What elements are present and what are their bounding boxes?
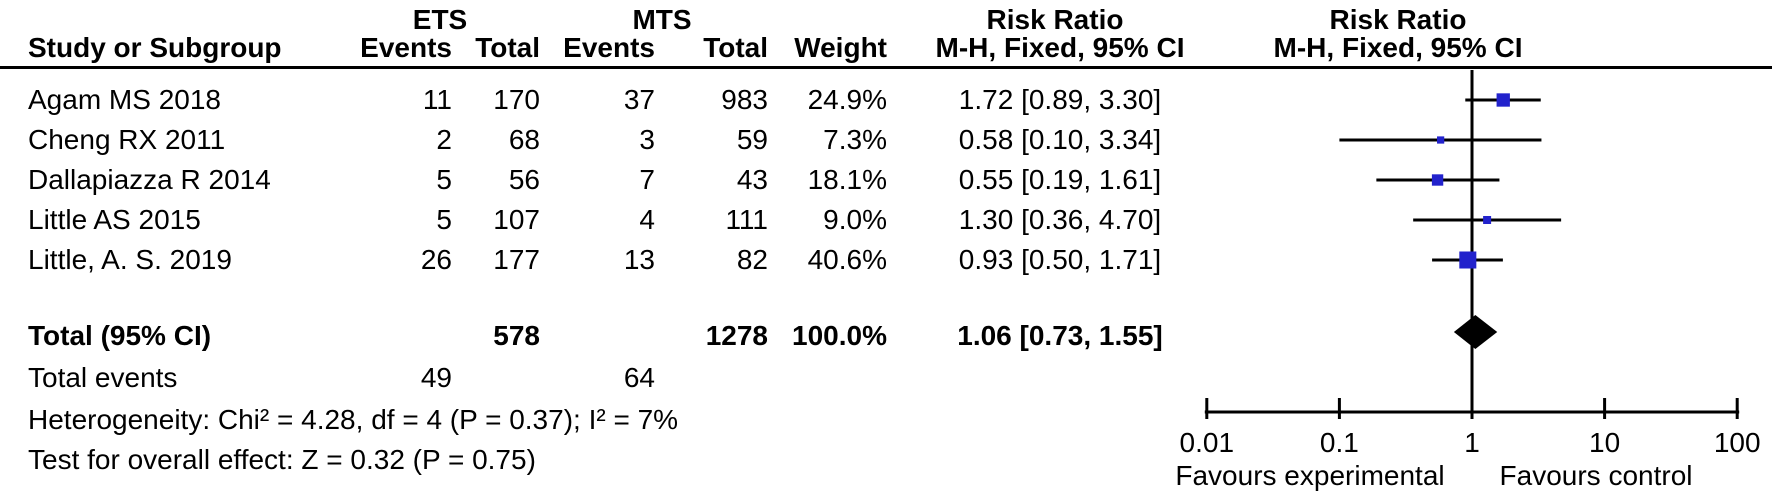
ets-total: 107 (493, 204, 540, 235)
study-marker (1483, 215, 1492, 225)
axis-tick-label: 1 (1464, 427, 1480, 458)
weight-value: 7.3% (823, 124, 887, 155)
ets-events: 26 (420, 244, 452, 275)
favours-control-label: Favours control (1499, 460, 1693, 491)
ci-value: 0.58 [0.10, 3.34] (958, 124, 1162, 155)
ets-events: 2 (436, 124, 452, 155)
weight-column-header: Weight (794, 32, 887, 63)
group-header-mts: MTS (632, 4, 692, 35)
study-marker (1431, 174, 1444, 186)
table-row: Dallapiazza R 2014 5 56 7 43 18.1% 0.55 … (0, 160, 1220, 200)
ets-events: 5 (436, 204, 452, 235)
axis-tick-label: 10 (1589, 427, 1620, 458)
mts-total-column-header: Total (703, 32, 768, 63)
table-row: Little, A. S. 2019 26 177 13 82 40.6% 0.… (0, 240, 1220, 280)
axis-tick-label: 0.1 (1320, 427, 1359, 458)
ets-events: 5 (436, 164, 452, 195)
mts-events: 3 (639, 124, 655, 155)
heterogeneity-stats: Heterogeneity: Chi² = 4.28, df = 4 (P = … (28, 404, 679, 435)
total-weight: 100.0% (792, 320, 887, 351)
total-row: Total (95% CI) 578 1278 100.0% 1.06 [0.7… (0, 316, 1220, 356)
study-marker (1437, 136, 1445, 144)
total-label: Total (95% CI) (28, 320, 212, 351)
study-name: Agam MS 2018 (28, 84, 221, 115)
mts-events: 7 (639, 164, 655, 195)
weight-value: 40.6% (807, 244, 887, 275)
study-marker (1459, 251, 1477, 269)
ci-column-header-plot: M-H, Fixed, 95% CI (1273, 32, 1523, 63)
mts-total: 43 (736, 164, 768, 195)
ci-value: 0.55 [0.19, 1.61] (958, 164, 1162, 195)
risk-ratio-header-plot: Risk Ratio (1329, 4, 1467, 35)
overall-effect-stats: Test for overall effect: Z = 0.32 (P = 0… (28, 444, 536, 475)
axis-tick-label: 0.01 (1180, 427, 1235, 458)
table-row: Cheng RX 2011 2 68 3 59 7.3% 0.58 [0.10,… (0, 120, 1220, 160)
table-row: Little AS 2015 5 107 4 111 9.0% 1.30 [0.… (0, 200, 1220, 240)
study-name: Little AS 2015 (28, 204, 201, 235)
mts-events-column-header: Events (563, 32, 655, 63)
study-name: Cheng RX 2011 (28, 124, 226, 155)
study-name: Dallapiazza R 2014 (28, 164, 271, 195)
axis-tick-label: 100 (1714, 427, 1761, 458)
mts-events-sum: 64 (623, 362, 655, 393)
total-ci: 1.06 [0.73, 1.55] (957, 320, 1163, 351)
mts-total: 82 (736, 244, 768, 275)
study-column-header: Study or Subgroup (28, 32, 282, 63)
group-header-ets: ETS (412, 4, 468, 35)
total-events-label: Total events (28, 362, 178, 393)
ets-total: 177 (493, 244, 540, 275)
ci-value: 1.72 [0.89, 3.30] (958, 84, 1162, 115)
ets-total-column-header: Total (475, 32, 540, 63)
study-name: Little, A. S. 2019 (28, 244, 232, 275)
ets-events-column-header: Events (360, 32, 452, 63)
ets-total-sum: 578 (493, 320, 540, 351)
ci-value: 1.30 [0.36, 4.70] (958, 204, 1162, 235)
weight-value: 24.9% (807, 84, 887, 115)
favours-experimental-label: Favours experimental (1175, 460, 1445, 491)
ets-total: 68 (508, 124, 540, 155)
ets-total: 56 (508, 164, 540, 195)
mts-total: 59 (736, 124, 768, 155)
mts-total-sum: 1278 (705, 320, 768, 351)
ets-events: 11 (422, 84, 452, 115)
mts-events: 13 (623, 244, 655, 275)
ci-value: 0.93 [0.50, 1.71] (958, 244, 1162, 275)
mts-events: 4 (639, 204, 655, 235)
weight-value: 18.1% (807, 164, 887, 195)
mts-total: 983 (721, 84, 768, 115)
total-events-row: Total events 49 64 (0, 358, 1220, 398)
mts-events: 37 (623, 84, 655, 115)
header-divider-line (0, 66, 1772, 69)
column-header-row: Study or Subgroup Events Total Events To… (0, 28, 1220, 68)
ci-column-header-text: M-H, Fixed, 95% CI (935, 32, 1185, 63)
ets-events-sum: 49 (420, 362, 452, 393)
mts-total: 111 (725, 204, 768, 235)
weight-value: 9.0% (823, 204, 887, 235)
table-row: Agam MS 2018 11 170 37 983 24.9% 1.72 [0… (0, 80, 1220, 120)
ets-total: 170 (493, 84, 540, 115)
study-marker (1496, 93, 1510, 107)
risk-ratio-header-text: Risk Ratio (986, 4, 1124, 35)
total-diamond (1453, 315, 1498, 349)
